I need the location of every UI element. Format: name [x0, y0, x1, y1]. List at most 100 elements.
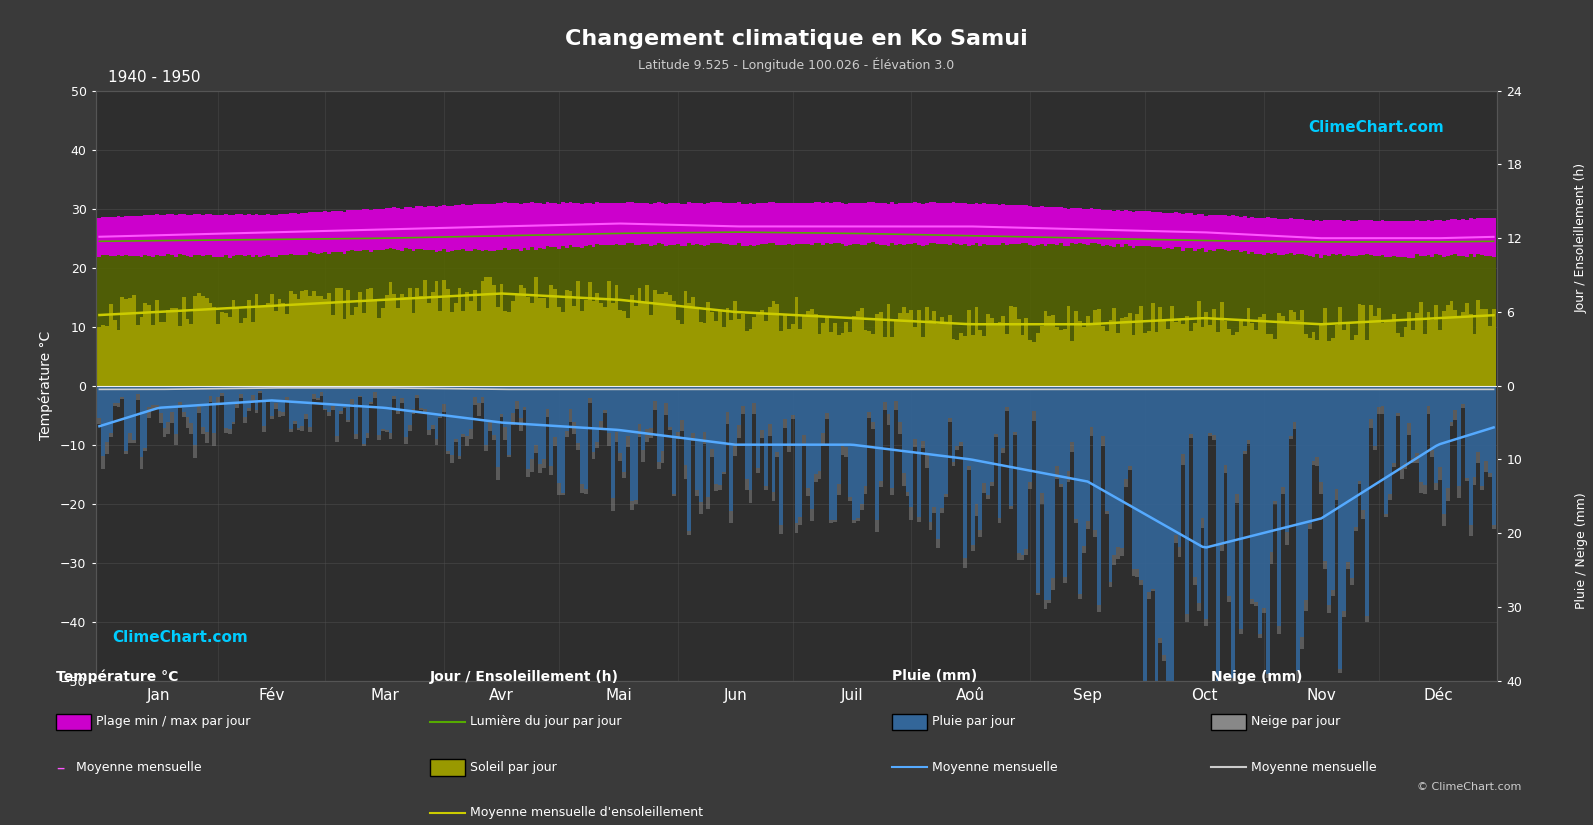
Bar [607, 386, 610, 433]
Bar [381, 209, 386, 250]
Bar [978, 386, 983, 530]
Bar [1407, 423, 1411, 435]
Bar [1392, 464, 1395, 467]
Bar [492, 285, 495, 386]
Bar [1365, 242, 1368, 340]
Bar [1300, 386, 1305, 637]
Bar [225, 386, 228, 428]
Bar [828, 386, 833, 520]
Bar [561, 202, 566, 246]
Bar [637, 386, 642, 424]
Bar [806, 488, 809, 496]
Bar [381, 386, 386, 429]
Bar [1185, 240, 1188, 316]
Bar [637, 203, 642, 245]
Bar [932, 311, 937, 386]
Bar [1086, 316, 1090, 386]
Bar [951, 202, 956, 243]
Bar [828, 203, 833, 244]
Bar [443, 205, 446, 249]
Bar [143, 241, 147, 303]
Bar [768, 202, 771, 243]
Bar [282, 214, 285, 255]
Bar [454, 237, 457, 304]
Bar [718, 202, 722, 243]
Bar [989, 482, 994, 486]
Bar [964, 236, 967, 337]
Bar [1090, 386, 1093, 427]
Bar [1300, 242, 1305, 309]
Bar [1201, 241, 1204, 328]
Bar [366, 210, 370, 250]
Bar [1376, 242, 1381, 308]
Bar [140, 216, 143, 257]
Bar [653, 402, 656, 410]
Bar [959, 236, 964, 333]
Bar [642, 233, 645, 304]
Bar [1477, 218, 1480, 254]
Bar [1335, 386, 1338, 489]
Bar [135, 325, 140, 386]
Bar [1177, 386, 1182, 547]
Bar [1215, 214, 1220, 249]
Bar [1032, 207, 1035, 246]
Bar [178, 326, 182, 386]
Bar [1163, 320, 1166, 386]
Bar [277, 239, 282, 299]
Bar [288, 429, 293, 432]
Bar [798, 517, 803, 525]
Bar [1273, 242, 1278, 339]
Bar [151, 405, 155, 411]
Bar [170, 308, 174, 386]
Bar [381, 308, 386, 386]
Bar [1354, 526, 1357, 531]
Bar [1074, 386, 1078, 519]
Text: Jour / Ensoleillement (h): Jour / Ensoleillement (h) [430, 670, 620, 683]
Bar [580, 386, 585, 484]
Bar [304, 386, 307, 414]
Bar [569, 409, 572, 422]
Bar [166, 422, 170, 434]
Bar [389, 238, 392, 281]
Bar [1112, 238, 1117, 308]
Bar [1125, 386, 1128, 479]
Bar [1362, 242, 1365, 305]
Bar [814, 474, 817, 483]
Bar [386, 238, 389, 295]
Bar [997, 386, 1002, 518]
Bar [263, 239, 266, 307]
Bar [1047, 316, 1051, 386]
Bar [967, 310, 970, 386]
Bar [863, 386, 867, 486]
Bar [867, 386, 871, 412]
Bar [553, 234, 558, 290]
Bar [714, 321, 718, 386]
Bar [285, 386, 288, 398]
Bar [695, 203, 699, 243]
Bar [370, 402, 373, 403]
Bar [959, 442, 964, 446]
Bar [162, 322, 166, 386]
Bar [468, 428, 473, 439]
Bar [787, 446, 790, 452]
Bar [1182, 454, 1185, 464]
Bar [645, 203, 648, 244]
Bar [642, 203, 645, 243]
Bar [1472, 242, 1477, 333]
Bar [1480, 309, 1485, 386]
Bar [416, 238, 419, 288]
Bar [1423, 386, 1427, 485]
Bar [201, 386, 205, 427]
Bar [871, 233, 875, 334]
Bar [465, 436, 468, 446]
Bar [1305, 219, 1308, 255]
Bar [155, 405, 159, 408]
Bar [519, 386, 523, 417]
Bar [572, 386, 577, 422]
Bar [124, 215, 127, 255]
Bar [331, 315, 335, 386]
Bar [760, 309, 765, 386]
Bar [449, 386, 454, 455]
Text: Température °C: Température °C [56, 669, 178, 684]
Bar [1067, 209, 1070, 246]
